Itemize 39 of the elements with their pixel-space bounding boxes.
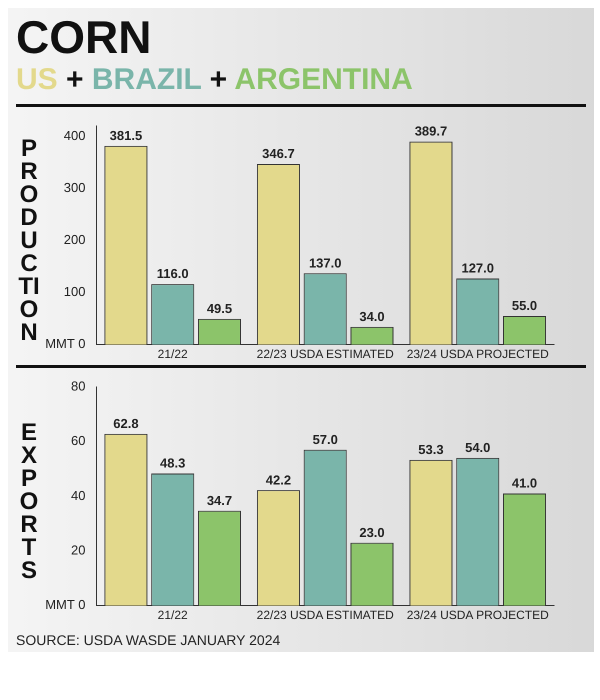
data-label: 42.2	[266, 472, 292, 488]
y-tick-label: 20	[70, 542, 86, 558]
data-label: 116.0	[156, 266, 189, 282]
text: PRODUCTION	[18, 134, 40, 346]
y-tick-label: 400	[64, 128, 86, 143]
data-label: 55.0	[512, 298, 538, 314]
data-label: 389.7	[414, 124, 448, 139]
y-tick-label: 40	[70, 488, 86, 503]
data-label: 23.0	[359, 524, 385, 540]
x-tick-label: 21/22	[158, 347, 188, 362]
data-label: 49.5	[206, 300, 232, 316]
chart-title: CORN	[16, 11, 152, 63]
data-label: 137.0	[308, 255, 342, 270]
data-label: 57.0	[312, 432, 338, 447]
data-label: 127.0	[461, 260, 494, 276]
x-tick-label: 21/22	[158, 608, 188, 622]
chart-subtitle: US + BRAZIL + ARGENTINA	[16, 63, 413, 96]
data-label: 48.3	[160, 456, 186, 471]
x-tick-label: 22/23 USDA ESTIMATED	[256, 608, 394, 622]
y-tick-label: 80	[70, 378, 86, 394]
y-tick-label: 60	[70, 433, 86, 448]
data-label: 62.8	[113, 416, 139, 431]
data-label: 53.3	[418, 442, 444, 457]
data-label: 34.0	[359, 308, 385, 324]
y-tick-label: 200	[64, 232, 86, 247]
data-label: 54.0	[465, 440, 490, 455]
x-tick-label: 22/23 USDA ESTIMATED	[256, 347, 394, 362]
source-note: SOURCE: USDA WASDE JANUARY 2024	[16, 632, 282, 648]
y-tick-label: MMT 0	[45, 597, 86, 612]
y-tick-label: 100	[64, 284, 86, 300]
data-label: 34.7	[206, 492, 232, 508]
y-axis-title: EXPORTS	[18, 418, 40, 584]
y-tick-label: MMT 0	[45, 336, 86, 352]
x-tick-label: 23/24 USDA PROJECTED	[406, 608, 550, 622]
x-tick-label: 23/24 USDA PROJECTED	[406, 347, 550, 362]
data-label: 381.5	[110, 128, 142, 143]
data-label: 41.0	[512, 476, 538, 491]
data-label: 346.7	[262, 146, 295, 162]
y-tick-label: 300	[64, 180, 86, 195]
